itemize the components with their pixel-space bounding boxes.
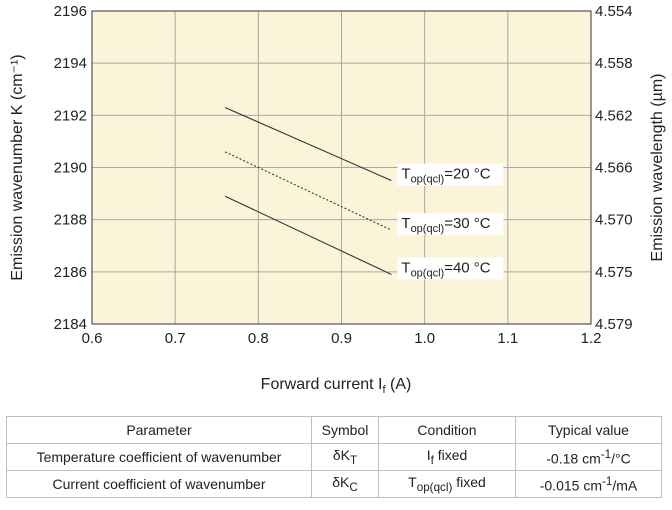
y-tick-label: 2194 <box>54 55 87 72</box>
series-lines: Top(qcl)=20 °C Top(qcl)=30 °C Top(qcl)=40 … <box>224 107 504 280</box>
y-tick-label: 2186 <box>54 264 87 281</box>
y2-tick-label: 4.579 <box>595 316 633 333</box>
header-condition: Condition <box>378 416 516 444</box>
x-tick-label: 1.2 <box>581 330 602 347</box>
x-tick-label: 0.9 <box>331 330 352 347</box>
y-tick-label: 2196 <box>54 3 87 20</box>
y-tick-label: 2188 <box>54 212 87 229</box>
parameter-table: Parameter Symbol Condition Typical value… <box>6 416 662 498</box>
cell-parameter: Temperature coefficient of wavenumber <box>6 443 312 471</box>
series-label-bg <box>397 213 504 236</box>
cell-parameter: Current coefficient of wavenumber <box>6 470 312 498</box>
x-tick-label: 1.0 <box>414 330 435 347</box>
plot-frame <box>91 10 592 325</box>
y2-tick-label: 4.575 <box>595 264 633 281</box>
series-line <box>224 107 392 182</box>
cell-symbol: δKT <box>311 443 379 471</box>
y2-tick-label: 4.570 <box>595 212 633 229</box>
y-tick-label: 2184 <box>54 316 87 333</box>
y2-tick-label: 4.566 <box>595 160 633 177</box>
header-typical-value: Typical value <box>515 416 662 444</box>
y2-axis-label: Emission wavelength (µm) <box>649 74 666 262</box>
table-row: Temperature coefficient of wavenumber δK… <box>6 443 662 471</box>
table-row: Current coefficient of wavenumber δKC To… <box>6 470 662 498</box>
table-header-row: Parameter Symbol Condition Typical value <box>6 416 662 444</box>
wavenumber-chart: Top(qcl)=20 °C Top(qcl)=30 °C Top(qcl)=40 … <box>9 3 666 347</box>
cell-condition: If fixed <box>378 443 516 471</box>
y2-tick-label: 4.558 <box>595 55 633 72</box>
x-tick-label: 0.6 <box>82 330 103 347</box>
cell-condition: Top(qcl) fixed <box>378 470 516 498</box>
x-tick-label: 0.8 <box>248 330 269 347</box>
y-tick-label: 2190 <box>54 160 87 177</box>
series-line <box>224 195 392 275</box>
tick-labels: 0.6 0.7 0.8 0.9 1.0 1.1 1.2 2184 2186 2188 2190 219… <box>54 3 633 347</box>
series-line <box>224 151 392 231</box>
cell-typical-value: -0.18 cm-1/°C <box>515 443 662 471</box>
y-tick-label: 2192 <box>54 107 87 124</box>
x-tick-label: 0.7 <box>165 330 186 347</box>
series-label: Top(qcl)=20 °C <box>401 166 490 186</box>
x-tick-label: 1.1 <box>497 330 518 347</box>
header-symbol: Symbol <box>311 416 379 444</box>
series-label-bg <box>397 163 504 186</box>
x-axis-label: Forward current If (A) <box>260 376 412 397</box>
cell-symbol: δKC <box>311 470 379 498</box>
series-label: Top(qcl)=40 °C <box>401 259 490 279</box>
cell-typical-value: -0.015 cm-1/mA <box>515 470 662 498</box>
y-axis-label: Emission wavenumber K (cm⁻¹) <box>9 54 26 280</box>
header-parameter: Parameter <box>6 416 312 444</box>
series-label: Top(qcl)=30 °C <box>401 215 490 235</box>
y2-tick-label: 4.562 <box>595 107 633 124</box>
series-label-bg <box>397 257 504 280</box>
y2-tick-label: 4.554 <box>595 3 633 20</box>
